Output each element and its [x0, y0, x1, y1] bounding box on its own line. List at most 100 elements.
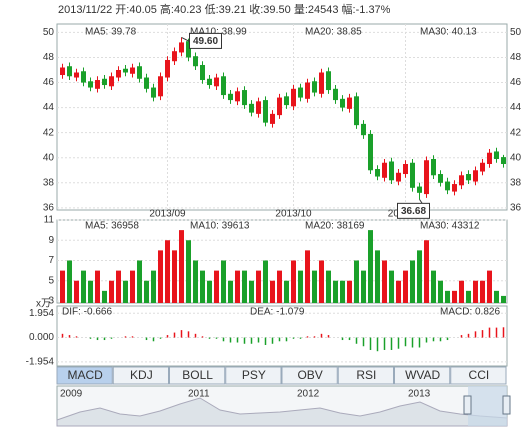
candle-body: [263, 100, 268, 123]
y-tick-label: 44: [43, 102, 55, 113]
tab[interactable]: [337, 366, 394, 385]
y-tick-label-right: 38: [510, 177, 522, 188]
candle-body: [431, 158, 436, 176]
legend-entry: MA20: 38169: [305, 221, 365, 232]
volume-bar: [480, 280, 485, 303]
candle-body: [319, 72, 324, 94]
y-tick-label: 42: [43, 127, 55, 138]
volume-bar: [375, 250, 380, 303]
y-tick-label-right: 42: [510, 127, 522, 138]
candle-body: [193, 56, 198, 67]
candle-body: [410, 162, 415, 188]
candle-body: [326, 71, 331, 91]
candle-body: [340, 98, 345, 108]
navigator-year: 2012: [297, 389, 320, 400]
candle-body: [445, 181, 450, 191]
candle-body: [312, 81, 317, 93]
y-tick-label: 38: [43, 177, 55, 188]
volume-bar: [424, 240, 429, 303]
volume-bar: [165, 240, 170, 303]
volume-bar: [228, 280, 233, 303]
volume-bar: [235, 270, 240, 303]
tab[interactable]: [56, 366, 113, 385]
candle-body: [466, 174, 471, 181]
tab-label[interactable]: BOLL: [182, 368, 213, 382]
candle-body: [172, 51, 177, 62]
volume-bar: [494, 290, 499, 303]
tab-label[interactable]: KDJ: [130, 368, 153, 382]
volume-bar: [389, 270, 394, 303]
volume-bar: [410, 260, 415, 303]
volume-bar: [214, 270, 219, 303]
tab-label[interactable]: PSY: [242, 368, 266, 382]
tab[interactable]: [225, 366, 282, 385]
tab-label[interactable]: WVAD: [405, 368, 440, 382]
candle-body: [235, 91, 240, 102]
legend-entry: MA20: 38.85: [305, 27, 362, 38]
candle-body: [347, 97, 352, 109]
candle-body: [179, 42, 184, 53]
volume-bar: [256, 270, 261, 303]
legend-entry: MA5: 39.78: [85, 27, 137, 38]
legend-entry: MA10: 38.99: [190, 27, 247, 38]
annotation-leader: [181, 36, 190, 42]
navigator-range[interactable]: [468, 386, 507, 426]
volume-bar: [81, 270, 86, 303]
candle-body: [389, 161, 394, 181]
tab-label[interactable]: CCI: [469, 368, 490, 382]
volume-bar: [438, 280, 443, 303]
volume-bar: [109, 280, 114, 303]
candle-body: [417, 186, 422, 193]
navigator-year: 2009: [60, 389, 83, 400]
tab[interactable]: [281, 366, 338, 385]
volume-bar: [431, 270, 436, 303]
volume-bar: [368, 230, 373, 303]
candle-body: [291, 88, 296, 107]
volume-bar: [116, 270, 121, 303]
volume-bar: [291, 260, 296, 303]
volume-bar: [487, 270, 492, 303]
x-tick-label: 2013/09: [149, 209, 186, 220]
y-tick-label-right: 36: [510, 203, 522, 214]
volume-bar: [354, 260, 359, 303]
candle-body: [130, 67, 135, 74]
navigator-handle[interactable]: [463, 395, 472, 415]
volume-bar: [151, 270, 156, 303]
candle-body: [382, 162, 387, 178]
header: 2013/11/22 开:40.05 高:40.23 低:39.21 收:39.…: [58, 2, 391, 16]
y-tick-label: 11: [44, 215, 55, 226]
y-tick-label: 0.000: [29, 332, 54, 343]
tab[interactable]: [450, 366, 507, 385]
tab[interactable]: [169, 366, 226, 385]
volume-bar: [193, 260, 198, 303]
volume-bar: [340, 280, 345, 303]
volume-bar: [144, 280, 149, 303]
volume-bar: [130, 270, 135, 303]
volume-bar: [382, 260, 387, 303]
tab-label[interactable]: RSI: [356, 368, 376, 382]
volume-bar: [473, 280, 478, 303]
candle-body: [228, 93, 233, 101]
tab-label[interactable]: MACD: [67, 368, 103, 382]
candle-body: [333, 88, 338, 101]
candle-body: [298, 87, 303, 98]
candle-body: [277, 97, 282, 116]
y-tick-label: 48: [43, 52, 55, 63]
tab[interactable]: [394, 366, 451, 385]
volume-bar: [179, 230, 184, 303]
candle-body: [186, 41, 191, 58]
volume-bar: [221, 260, 226, 303]
y-tick-label: 50: [43, 27, 55, 38]
tab[interactable]: [112, 366, 169, 385]
candle-body: [494, 151, 499, 159]
volume-bar: [403, 270, 408, 303]
candle-body: [88, 81, 93, 88]
navigator-handle[interactable]: [502, 395, 511, 415]
candle-body: [137, 66, 142, 79]
volume-bar: [284, 280, 289, 303]
volume-bar: [88, 280, 93, 303]
volume-bar: [200, 270, 205, 303]
tab-label[interactable]: OBV: [297, 368, 322, 382]
volume-bar: [95, 270, 100, 303]
candle-body: [284, 96, 289, 106]
